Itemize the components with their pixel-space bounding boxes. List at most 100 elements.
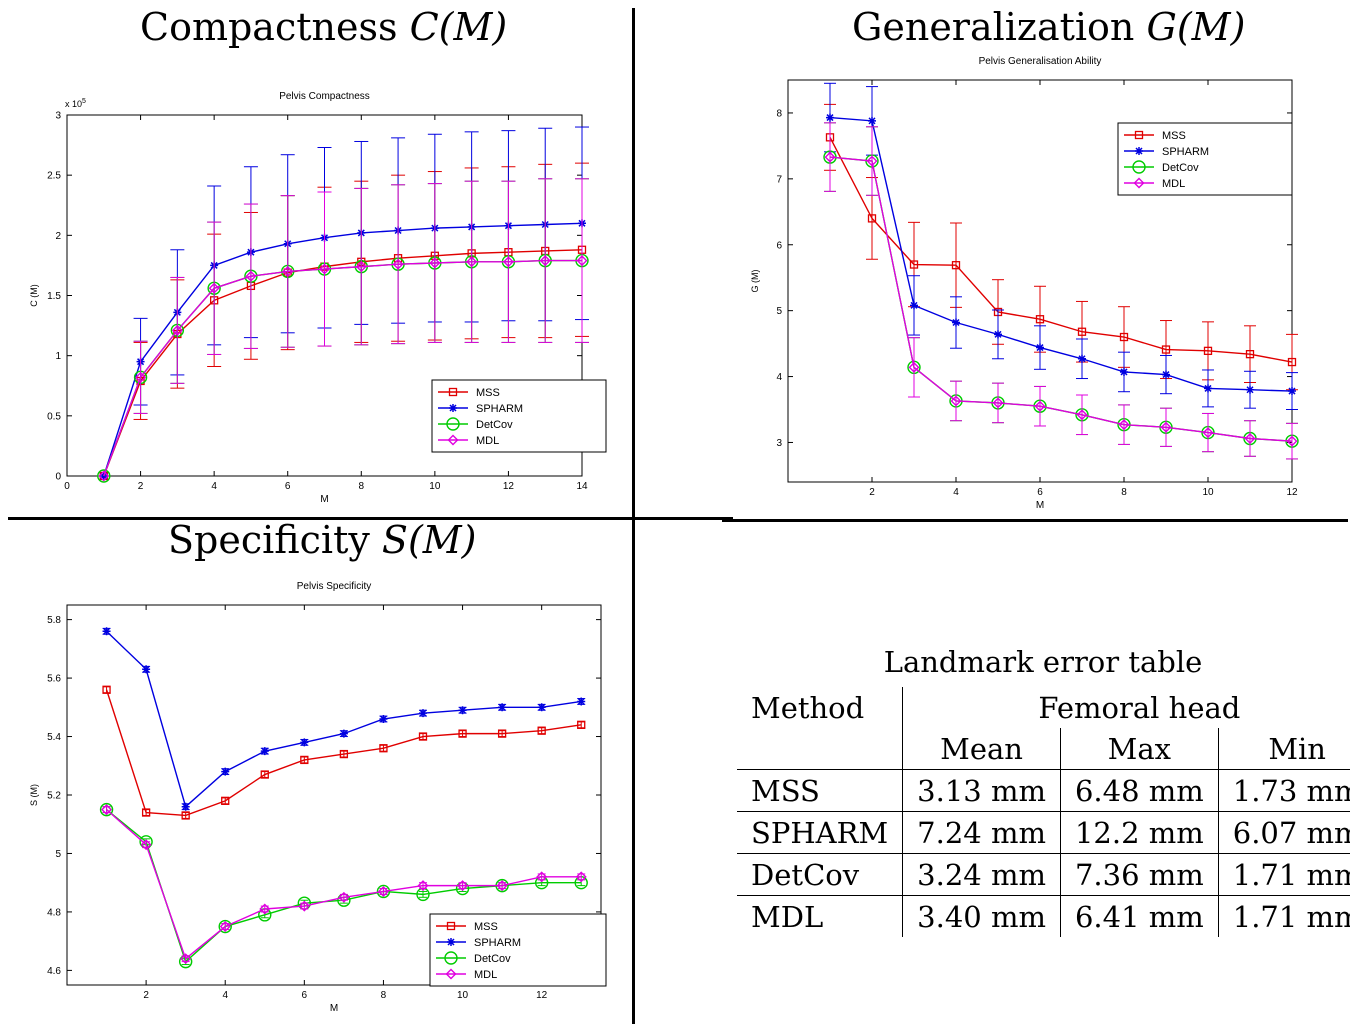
chart-title: Pelvis Specificity — [297, 581, 371, 592]
x-tick-label: 8 — [1121, 487, 1127, 498]
data-point — [908, 361, 920, 373]
legend-box — [429, 913, 607, 987]
data-point — [1161, 345, 1171, 354]
data-point — [951, 261, 961, 270]
data-point — [355, 261, 367, 273]
y-axis-label: C (M) — [29, 284, 39, 307]
y-tick-label: 6 — [776, 240, 782, 251]
legend-marker — [1134, 130, 1144, 140]
column-header-max: Max — [1059, 728, 1219, 770]
data-point — [300, 755, 309, 765]
generalization-chart: 2 4 6 8 10 12 3 4 5 6 7 8 Pelvis Generalisation Abil… — [730, 50, 1340, 510]
legend-marker — [447, 938, 455, 946]
data-point — [181, 811, 190, 820]
y-tick-label: 7 — [776, 174, 782, 185]
legend-marker — [447, 434, 459, 446]
y-tick-label: 5 — [776, 306, 782, 317]
data-point — [376, 884, 391, 899]
specificity-plot: 2 4 6 8 10 12 4.6 4.8 5 5.2 5.4 5.6 5.8 Pelvis Specif… — [29, 581, 607, 1014]
y-tick-label: 0.5 — [47, 411, 61, 422]
data-point — [502, 256, 514, 268]
table-cell-mean: 3.13 mm — [902, 769, 1061, 812]
data-point — [824, 151, 836, 163]
table-cell-max: 7.36 mm — [1059, 853, 1219, 896]
specificity-heading-text: Specificity — [168, 518, 370, 562]
y-tick-label: 4.8 — [47, 907, 61, 918]
data-point — [536, 871, 548, 883]
table-cell-method: MSS — [737, 769, 903, 812]
x-tick-label: 10 — [1202, 487, 1214, 498]
x-tick-label: 6 — [285, 481, 291, 492]
method-header: Method — [751, 690, 865, 725]
data-point — [539, 255, 551, 267]
femoral-head-header: Femoral head — [902, 687, 1350, 728]
data-point — [457, 880, 469, 892]
legend-box — [431, 379, 607, 453]
data-point — [577, 720, 586, 729]
x-tick-label: 12 — [503, 481, 515, 492]
data-point — [458, 706, 467, 715]
legend-label: MSS — [1162, 130, 1186, 142]
data-point — [1203, 346, 1213, 356]
data-point — [102, 627, 111, 636]
data-point — [496, 880, 508, 892]
compactness-heading: Compactness C(M) — [140, 5, 507, 49]
x-tick-label: 2 — [138, 481, 144, 492]
data-point — [909, 260, 919, 269]
data-point — [102, 685, 111, 694]
data-point — [379, 715, 388, 723]
series-mdl — [98, 178, 589, 482]
data-point — [867, 214, 877, 223]
generalization-heading: Generalization G(M) — [852, 5, 1245, 49]
column-header-mean: Mean — [902, 728, 1061, 770]
table-cell-max: 6.48 mm — [1059, 769, 1219, 812]
specificity-heading: Specificity S(M) — [168, 518, 477, 562]
legend-label: MSS — [474, 921, 498, 933]
series-line — [103, 222, 583, 477]
legend-marker — [449, 404, 457, 412]
legend-marker — [1132, 160, 1146, 174]
x-axis-label: M — [1036, 500, 1044, 510]
y-tick-label: 8 — [776, 108, 782, 119]
data-point — [338, 891, 350, 903]
data-point — [1119, 332, 1129, 342]
series-line — [829, 156, 1293, 442]
table-cell-max: 12.2 mm — [1059, 811, 1219, 854]
y-tick-label: 5.2 — [47, 791, 61, 802]
y-tick-label: 1.5 — [47, 291, 61, 302]
table-caption: Landmark error table — [883, 645, 1203, 679]
series-mdl — [824, 122, 1298, 460]
data-point — [97, 469, 111, 483]
data-point — [219, 921, 231, 933]
series-line — [829, 137, 1293, 363]
data-point — [1244, 433, 1256, 444]
data-point — [180, 953, 192, 965]
data-point — [417, 880, 429, 892]
x-tick-label: 4 — [953, 487, 959, 498]
data-point — [826, 113, 834, 122]
y-tick-label: 3 — [55, 111, 61, 122]
table-header-row: Method Femoral head — [737, 687, 1350, 728]
x-tick-label: 8 — [359, 481, 365, 492]
series-line — [103, 259, 582, 477]
data-point — [319, 263, 330, 275]
data-point — [576, 255, 588, 267]
y-tick-label: 4.6 — [47, 966, 61, 977]
table-cell-method: MDL — [737, 895, 903, 937]
data-point — [1286, 435, 1298, 447]
chart-title: Pelvis Compactness — [279, 91, 370, 102]
legend-label: DetCov — [476, 419, 513, 431]
generalization-heading-symbol: G(M) — [1146, 5, 1246, 49]
data-point — [1036, 343, 1044, 352]
data-point — [537, 703, 546, 712]
x-tick-label: 0 — [64, 481, 70, 492]
data-point — [99, 802, 114, 817]
y-tick-label: 4 — [776, 372, 782, 383]
table-subheader-row: Mean Max Min — [737, 728, 1350, 770]
series-mdl — [101, 804, 587, 965]
legend-label: SPHARM — [474, 937, 521, 949]
table-cell-max: 6.41 mm — [1059, 895, 1219, 937]
y-axis-label: G (M) — [750, 270, 760, 293]
x-tick-label: 12 — [536, 990, 548, 1001]
compactness-chart: 0 2 4 6 8 10 12 14 0 0.5 1 1.5 2 2.5 3 Pelvis Compactne… — [0, 60, 630, 510]
